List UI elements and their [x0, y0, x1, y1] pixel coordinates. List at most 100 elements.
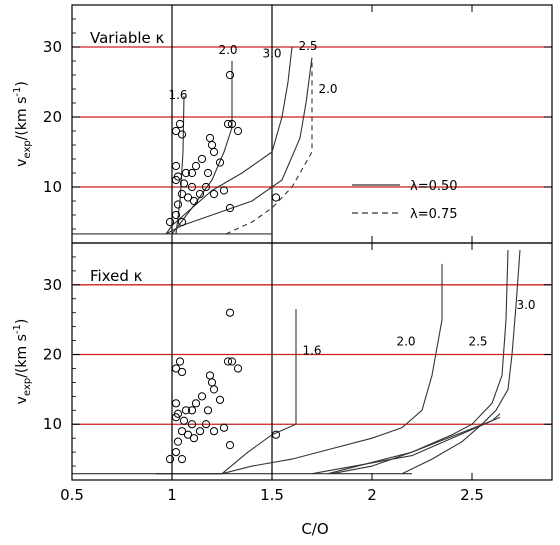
data-point [271, 193, 281, 202]
curve-label: 1.6 [302, 344, 321, 358]
data-point [205, 371, 215, 380]
y-tick-label: 10 [43, 415, 62, 433]
data-point [175, 119, 185, 129]
data-point [187, 168, 197, 178]
curves-group [72, 46, 313, 235]
data-point [209, 385, 219, 394]
data-point [225, 441, 235, 450]
data-point [171, 448, 181, 457]
data-point [201, 182, 211, 192]
curve-label: 1.6 [168, 88, 187, 102]
data-point [223, 357, 233, 366]
data-point [171, 126, 181, 136]
model-curve [165, 57, 313, 235]
data-point [201, 420, 211, 429]
model-curve [156, 263, 443, 475]
data-point [173, 437, 183, 446]
y-tick-label: 30 [43, 38, 62, 56]
y-axis-label: vexp/(km s-1) [12, 81, 33, 167]
data-point [173, 200, 183, 209]
data-point [227, 357, 237, 366]
x-axis-label: C/O [301, 520, 328, 538]
x-tick-label: 1 [167, 486, 177, 504]
panel-fixed-kappa: 1.6 2.0 2.5 3.0 10 20 30 Fixed κ vexp/(km s-1) [12, 242, 553, 481]
data-point [233, 126, 243, 136]
model-curve [225, 61, 313, 235]
legend-label: λ=0.75 [410, 207, 458, 222]
data-point [175, 357, 185, 366]
data-point [191, 399, 201, 408]
data-point [207, 378, 217, 387]
data-point [197, 154, 207, 164]
data-point [225, 203, 235, 213]
data-point [177, 130, 187, 139]
y-axis-label: vexp/(km s-1) [12, 319, 33, 405]
data-point [227, 119, 237, 129]
data-point [177, 217, 187, 227]
data-point [195, 189, 205, 199]
panel-title: Variable κ [90, 29, 165, 47]
data-point [171, 210, 181, 220]
panel-frame [71, 242, 553, 481]
x-axis: 0.5 1 1.5 2 2.5 [60, 486, 484, 504]
data-point [223, 119, 233, 129]
data-point [173, 409, 183, 418]
curve-label: 2.0 [218, 43, 237, 57]
data-point [215, 395, 225, 404]
model-curve [331, 249, 509, 475]
data-point [207, 140, 217, 150]
y-tick-label: 30 [43, 276, 62, 294]
model-curve [401, 249, 521, 475]
legend-label: λ=0.50 [410, 179, 458, 194]
data-point [181, 168, 191, 178]
curve-label: 2.5 [298, 39, 317, 53]
data-point [177, 454, 187, 464]
data-point [177, 189, 187, 199]
curve-label: 3.0 [262, 47, 281, 61]
data-point [171, 399, 181, 408]
data-point [225, 308, 235, 317]
data-point [271, 430, 281, 439]
data-point [203, 406, 213, 415]
curve-label: 3.0 [516, 298, 535, 312]
y-tick-label: 20 [43, 108, 62, 126]
data-point [233, 364, 243, 373]
data-point [177, 367, 187, 377]
data-point [225, 70, 235, 80]
data-point [179, 416, 189, 425]
data-point [195, 427, 205, 436]
data-point [209, 147, 219, 157]
model-curve [165, 46, 293, 235]
panel-title: Fixed κ [90, 267, 143, 285]
data-point [189, 434, 199, 443]
data-point [177, 427, 187, 436]
data-point [219, 423, 229, 432]
data-point [219, 186, 229, 195]
y-tick-label: 20 [43, 346, 62, 364]
data-point [209, 427, 219, 436]
data-point [173, 172, 183, 181]
data-point [189, 196, 199, 206]
data-point [187, 182, 197, 192]
model-curve [327, 413, 501, 475]
data-point [171, 364, 181, 373]
data-point [187, 420, 197, 429]
data-point [165, 454, 175, 464]
x-tick-label: 1.5 [260, 486, 284, 504]
data-point [203, 168, 213, 178]
data-point [197, 392, 207, 401]
curve-label: 2.5 [468, 334, 487, 348]
data-point [215, 158, 225, 167]
y-tick-label: 10 [43, 178, 62, 196]
data-point [171, 161, 181, 171]
x-tick-label: 0.5 [60, 486, 84, 504]
data-point [179, 179, 189, 188]
data-point [209, 189, 219, 199]
curves-group [72, 249, 521, 475]
data-point [183, 430, 193, 439]
data-point [191, 161, 201, 171]
data-point [183, 193, 193, 202]
data-point [165, 217, 175, 227]
curve-label: 2.0 [396, 334, 415, 348]
